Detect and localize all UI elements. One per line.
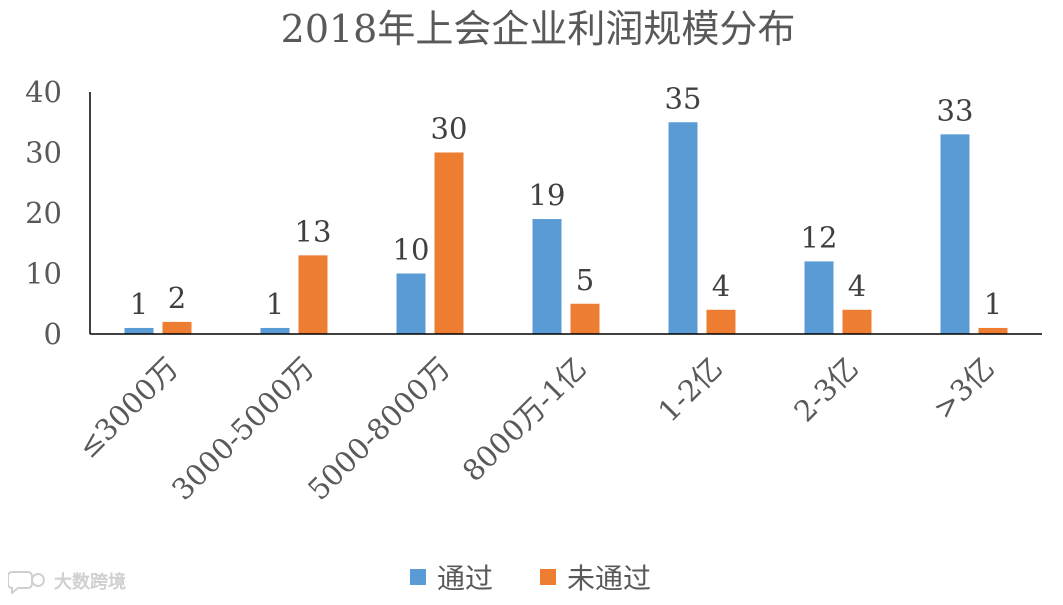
- x-tick-label: 3000-5000万: [165, 351, 321, 507]
- bar-passed: [260, 327, 290, 334]
- bar-passed: [668, 122, 698, 334]
- data-label: 12: [801, 220, 838, 254]
- data-label: 33: [937, 93, 974, 127]
- bar-passed: [804, 261, 834, 334]
- x-tick-label: 8000万-1亿: [456, 351, 593, 488]
- data-label: 4: [712, 269, 730, 303]
- y-tick-label: 20: [25, 196, 62, 230]
- data-label: 30: [431, 112, 468, 146]
- x-tick-label: >3亿: [926, 351, 1001, 426]
- y-tick-label: 30: [25, 136, 62, 170]
- bar-failed: [570, 303, 600, 334]
- bar-failed: [434, 152, 464, 334]
- data-label: 4: [848, 269, 866, 303]
- bar-passed: [940, 134, 970, 334]
- bar-passed: [532, 219, 562, 334]
- x-tick-label: 5000-8000万: [301, 351, 457, 507]
- data-label: 19: [529, 178, 566, 212]
- y-tick-label: 0: [44, 317, 62, 351]
- bar-failed: [706, 309, 736, 334]
- x-tick-label: 1-2亿: [651, 351, 729, 429]
- bar-failed: [978, 327, 1008, 334]
- chart-title: 2018年上会企业利润规模分布: [281, 7, 796, 51]
- bar-passed: [124, 327, 154, 334]
- legend-label-failed: 未通过: [567, 562, 651, 595]
- bars: [124, 122, 1008, 334]
- x-tick-label: 2-3亿: [787, 351, 865, 429]
- y-tick-label: 40: [25, 75, 62, 109]
- data-label: 1: [266, 287, 284, 321]
- data-label: 1: [130, 287, 148, 321]
- watermark-text: 大数跨境: [54, 572, 126, 593]
- watermark: 大数跨境: [8, 566, 126, 596]
- bar-failed: [842, 309, 872, 334]
- legend-swatch-failed: [540, 569, 556, 585]
- x-tick-label: ≤3000万: [71, 351, 185, 465]
- data-label: 10: [393, 233, 430, 267]
- data-label: 5: [576, 263, 594, 297]
- legend-swatch-passed: [410, 569, 426, 585]
- bar-failed: [162, 321, 192, 334]
- y-axis-ticks: 0 10 20 30 40: [25, 75, 62, 351]
- y-tick-label: 10: [25, 257, 62, 291]
- legend: 通过 未通过: [410, 562, 651, 595]
- data-label: 13: [295, 214, 332, 248]
- bar-passed: [396, 273, 426, 334]
- speech-bubble-logo-icon: [8, 571, 45, 594]
- data-label: 2: [168, 281, 186, 315]
- bar-failed: [298, 255, 328, 334]
- legend-label-passed: 通过: [437, 562, 493, 595]
- data-label: 35: [665, 81, 702, 115]
- data-label: 1: [984, 287, 1002, 321]
